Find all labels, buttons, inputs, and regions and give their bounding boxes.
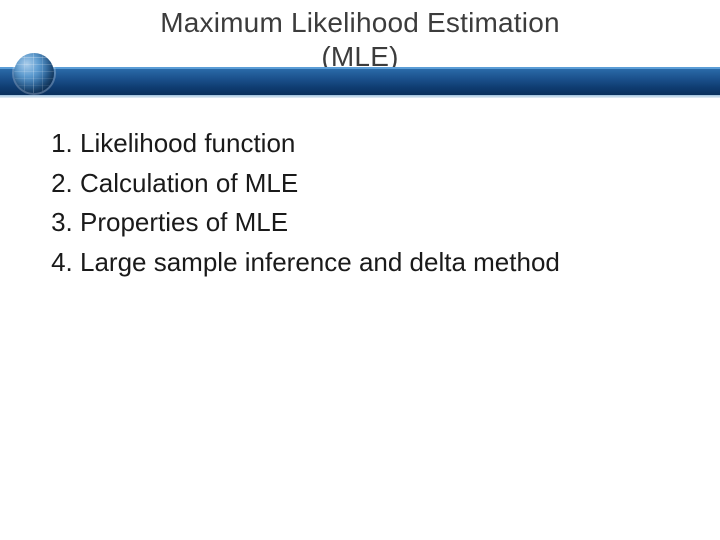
outline-list: Likelihood function Calculation of MLE P… — [30, 125, 690, 282]
list-item-text: Large sample inference and delta method — [80, 247, 560, 277]
list-item-text: Likelihood function — [80, 128, 295, 158]
list-item-text: Calculation of MLE — [80, 168, 298, 198]
list-item: Large sample inference and delta method — [80, 244, 690, 282]
list-item: Calculation of MLE — [80, 165, 690, 203]
list-item: Likelihood function — [80, 125, 690, 163]
header-band — [0, 67, 720, 95]
list-item: Properties of MLE — [80, 204, 690, 242]
list-item-text: Properties of MLE — [80, 207, 288, 237]
slide-title-line-1: Maximum Likelihood Estimation — [0, 6, 720, 40]
title-container: Maximum Likelihood Estimation (MLE) — [0, 6, 720, 73]
slide-header: Maximum Likelihood Estimation (MLE) — [0, 0, 720, 95]
globe-icon — [14, 53, 54, 93]
slide-body: Likelihood function Calculation of MLE P… — [0, 95, 720, 282]
